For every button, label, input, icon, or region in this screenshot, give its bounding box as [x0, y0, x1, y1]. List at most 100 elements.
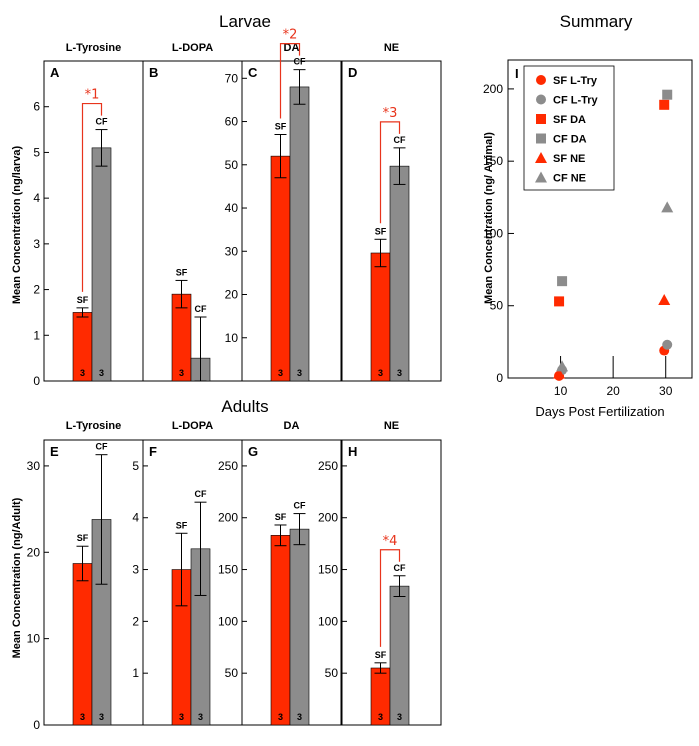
bar-label-sf: SF — [77, 295, 89, 305]
x-tick-label: 30 — [659, 384, 673, 398]
sample-size-label: 3 — [378, 368, 383, 378]
significance-label: *1 — [85, 88, 100, 103]
legend-label-sf-l-try: SF L-Try — [553, 75, 598, 87]
panel-g: G DA 50 100 150 200 250 SF 3 CF 3 — [218, 420, 342, 726]
bar-cf — [289, 528, 310, 726]
sample-size-label: 3 — [297, 712, 302, 722]
panel-d: D NE SF 3 CF 3 *3 — [341, 42, 442, 382]
point-cf-ne — [661, 201, 674, 213]
point-cf-da — [662, 89, 673, 100]
legend-marker-sf-ne — [535, 152, 547, 163]
sample-size-label: 3 — [198, 712, 203, 722]
panel-a: A L-Tyrosine 0 1 2 3 4 5 6 SF 3 CF 3 *1 — [33, 42, 144, 388]
bar-label-sf: SF — [275, 122, 287, 132]
y-tick-label: 6 — [33, 100, 40, 114]
y-tick-label: 200 — [483, 82, 503, 96]
column-title: L-Tyrosine — [66, 420, 121, 432]
sample-size-label: 3 — [99, 368, 104, 378]
panel-letter: C — [248, 65, 258, 80]
sample-size-label: 3 — [80, 368, 85, 378]
y-tick-label: 0 — [33, 718, 40, 732]
legend-marker-cf-da — [536, 133, 546, 144]
point-sf-da — [659, 99, 670, 110]
y-tick-label: 150 — [318, 563, 338, 577]
y-tick-label: 250 — [218, 459, 238, 473]
y-tick-label: 0 — [496, 371, 503, 385]
panel-letter: A — [50, 65, 60, 80]
bar-label-cf: CF — [96, 117, 108, 127]
bar-label-sf: SF — [375, 226, 387, 236]
x-tick-label: 10 — [554, 384, 568, 398]
y-tick-label: 10 — [27, 632, 41, 646]
legend-marker-cf-l-try — [536, 94, 546, 105]
significance-bracket — [379, 549, 401, 647]
column-title: L-DOPA — [172, 42, 213, 54]
panels: A L-Tyrosine 0 1 2 3 4 5 6 SF 3 CF 3 *1 B L-DOPA SF 3 CF C D… — [27, 28, 693, 732]
bar-label-sf: SF — [375, 650, 387, 660]
y-tick-label: 30 — [225, 244, 239, 258]
bar-label-sf: SF — [77, 533, 89, 543]
bar-cf — [389, 165, 410, 382]
y-tick-label: 0 — [33, 374, 40, 388]
panel-frame — [507, 59, 693, 379]
legend-marker-sf-da — [536, 114, 546, 124]
legend-box — [523, 65, 615, 191]
sample-size-label: 3 — [80, 712, 85, 722]
panel-letter: D — [348, 65, 357, 80]
bar-label-sf: SF — [176, 520, 188, 530]
column-title: NE — [384, 420, 399, 432]
summary-y-label: Mean Concentration (ng/ Animal) — [483, 132, 495, 304]
larvae-y-label: Mean Concentration (ng/larva) — [11, 146, 23, 305]
y-tick-label: 5 — [33, 145, 40, 159]
panel-letter: G — [248, 444, 258, 459]
panel-e: E L-Tyrosine 0 10 20 30 SF 3 CF 3 — [27, 420, 144, 732]
bar-label-cf: CF — [394, 563, 406, 573]
y-tick-label: 3 — [132, 563, 139, 577]
y-tick-label: 150 — [483, 154, 503, 168]
column-title: NE — [384, 42, 399, 54]
bar-cf — [389, 585, 410, 726]
panel-letter: F — [149, 444, 157, 459]
sample-size-label: 3 — [397, 712, 402, 722]
legend-marker-cf-ne — [535, 171, 547, 183]
bar-sf — [370, 252, 391, 382]
sample-size-label: 3 — [99, 712, 104, 722]
y-tick-label: 3 — [33, 237, 40, 251]
point-sf-ne — [658, 293, 671, 305]
y-tick-label: 30 — [27, 459, 41, 473]
bar-label-cf: CF — [195, 489, 207, 499]
sample-size-label: 3 — [397, 368, 402, 378]
y-tick-label: 100 — [318, 614, 338, 628]
adults-title: Adults — [221, 397, 268, 416]
y-tick-label: 50 — [225, 666, 239, 680]
legend: SF L-Try CF L-Try SF DA CF DA SF NE CF NE — [523, 65, 615, 191]
significance-label: *2 — [283, 28, 298, 43]
y-tick-label: 200 — [218, 511, 238, 525]
summary-title: Summary — [560, 12, 633, 31]
point-cf-ne — [556, 360, 569, 372]
legend-label-cf-ne: CF NE — [553, 173, 586, 185]
bar-sf — [270, 535, 291, 726]
point-sf-ne — [553, 367, 566, 379]
column-title: DA — [284, 42, 300, 54]
bar-label-sf: SF — [275, 512, 287, 522]
sample-size-label: 3 — [179, 712, 184, 722]
y-tick-label: 70 — [225, 71, 239, 85]
significance-bracket — [279, 43, 301, 119]
y-tick-label: 100 — [218, 614, 238, 628]
legend-label-sf-ne: SF NE — [553, 153, 585, 165]
y-tick-label: 2 — [132, 614, 139, 628]
panel-i: I 0 50 100 150 200 10 20 30 Days Post Fertilizati… — [483, 59, 693, 419]
larvae-title: Larvae — [219, 12, 271, 31]
panel-b: B L-DOPA SF 3 CF — [142, 42, 243, 382]
y-tick-label: 20 — [225, 288, 239, 302]
column-title: DA — [284, 420, 300, 432]
y-tick-label: 250 — [318, 459, 338, 473]
bar-label-cf: CF — [394, 135, 406, 145]
point-cf-l-try — [662, 339, 673, 350]
y-tick-label: 10 — [225, 331, 239, 345]
adults-y-label: Mean Concentration (ng/Adult) — [11, 497, 23, 658]
y-tick-label: 1 — [33, 328, 40, 342]
bar-label-cf: CF — [294, 501, 306, 511]
